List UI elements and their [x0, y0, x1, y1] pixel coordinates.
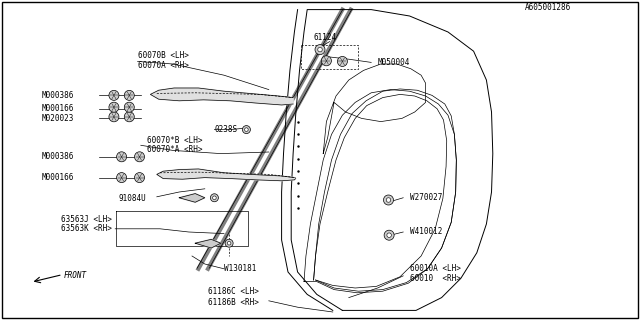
- Circle shape: [243, 126, 250, 134]
- Circle shape: [212, 196, 216, 200]
- Text: 61124: 61124: [314, 33, 337, 42]
- Text: 0238S: 0238S: [214, 125, 237, 134]
- Text: W130181: W130181: [224, 264, 257, 273]
- Text: 63563K <RH>: 63563K <RH>: [61, 224, 111, 233]
- Circle shape: [386, 198, 391, 202]
- Text: 60010  <RH>: 60010 <RH>: [410, 274, 460, 283]
- Circle shape: [337, 56, 348, 67]
- Circle shape: [124, 102, 134, 112]
- Text: M050004: M050004: [378, 58, 410, 67]
- Circle shape: [124, 112, 134, 122]
- Text: 60010A <LH>: 60010A <LH>: [410, 264, 460, 273]
- Circle shape: [109, 112, 119, 122]
- Text: FRONT: FRONT: [64, 271, 87, 280]
- Polygon shape: [195, 239, 221, 248]
- Text: W410012: W410012: [410, 228, 442, 236]
- Circle shape: [225, 239, 233, 247]
- Text: W270027: W270027: [410, 193, 442, 202]
- Circle shape: [116, 152, 127, 162]
- Polygon shape: [157, 169, 296, 181]
- Text: 61186B <RH>: 61186B <RH>: [208, 298, 259, 307]
- Polygon shape: [179, 194, 205, 202]
- Polygon shape: [150, 88, 293, 105]
- Text: 61186C <LH>: 61186C <LH>: [208, 287, 259, 296]
- Circle shape: [317, 47, 323, 52]
- Circle shape: [387, 233, 392, 237]
- Circle shape: [116, 172, 127, 183]
- Text: M000166: M000166: [42, 173, 74, 182]
- Text: M020023: M020023: [42, 114, 74, 123]
- Circle shape: [227, 241, 231, 245]
- Text: 60070*B <LH>: 60070*B <LH>: [147, 136, 203, 145]
- Circle shape: [315, 44, 325, 55]
- Text: 91084U: 91084U: [118, 194, 146, 203]
- Text: M000386: M000386: [42, 152, 74, 161]
- Text: M000166: M000166: [42, 104, 74, 113]
- Circle shape: [124, 90, 134, 100]
- Text: 63563J <LH>: 63563J <LH>: [61, 215, 111, 224]
- Circle shape: [109, 90, 119, 100]
- Circle shape: [109, 102, 119, 112]
- Text: A605001286: A605001286: [525, 4, 571, 12]
- Circle shape: [384, 230, 394, 240]
- Circle shape: [321, 56, 332, 66]
- Text: M000386: M000386: [42, 91, 74, 100]
- Text: 60070*A <RH>: 60070*A <RH>: [147, 145, 203, 154]
- Circle shape: [244, 128, 248, 132]
- Text: 60070B <LH>: 60070B <LH>: [138, 52, 188, 60]
- Circle shape: [383, 195, 394, 205]
- Text: 60070A <RH>: 60070A <RH>: [138, 61, 188, 70]
- Circle shape: [134, 172, 145, 183]
- Circle shape: [211, 194, 218, 202]
- Circle shape: [134, 152, 145, 162]
